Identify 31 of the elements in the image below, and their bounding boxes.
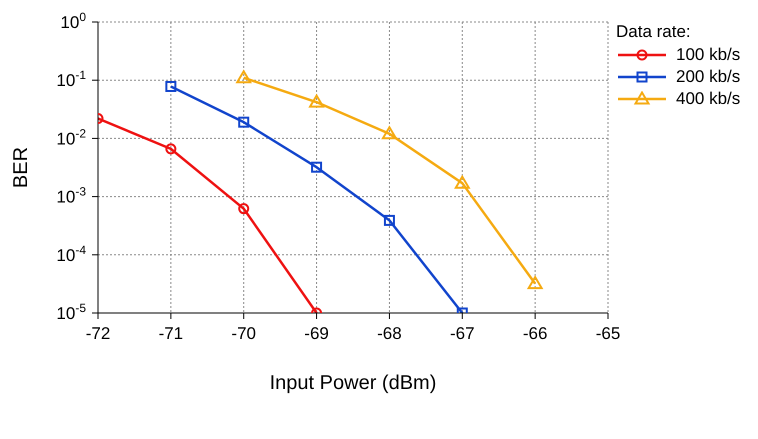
point	[309, 94, 324, 108]
x-tick-label: -66	[522, 324, 548, 344]
y-axis-title: BER	[10, 146, 32, 188]
x-tick-label: -67	[450, 324, 475, 344]
x-tick-label: -68	[377, 324, 402, 344]
y-tick-label: 10$^{0}$	[60, 10, 86, 32]
point	[238, 203, 250, 214]
y-tick-label: 10$^{-2}$	[56, 126, 86, 148]
y-tick-label: 10$^{-3}$	[56, 184, 86, 207]
x-tick-label: -70	[231, 324, 256, 344]
point	[238, 116, 250, 128]
x-tick-label: -72	[86, 324, 110, 344]
legend-label: 400 kb/s	[676, 89, 740, 109]
point	[165, 143, 176, 154]
point	[382, 126, 397, 140]
point	[384, 214, 395, 226]
y-tick-label: 10$^{-4}$	[56, 242, 86, 265]
legend-label: 100 kb/s	[676, 45, 740, 65]
y-tick-label: 10$^{-1}$	[56, 68, 86, 90]
y-tick-label: 10$^{-5}$	[56, 301, 86, 323]
x-tick-label: -71	[158, 324, 184, 344]
x-tick-label: -65	[596, 324, 620, 344]
point	[311, 162, 322, 173]
x-tick-label: -69	[304, 324, 329, 344]
x-axis-title: Input Power (dBm)	[270, 372, 436, 394]
legend-title: Data rate:	[616, 22, 692, 42]
point	[236, 70, 252, 84]
point	[454, 176, 470, 189]
point	[528, 276, 543, 290]
legend-label: 200 kb/s	[676, 67, 740, 87]
point	[165, 80, 176, 92]
